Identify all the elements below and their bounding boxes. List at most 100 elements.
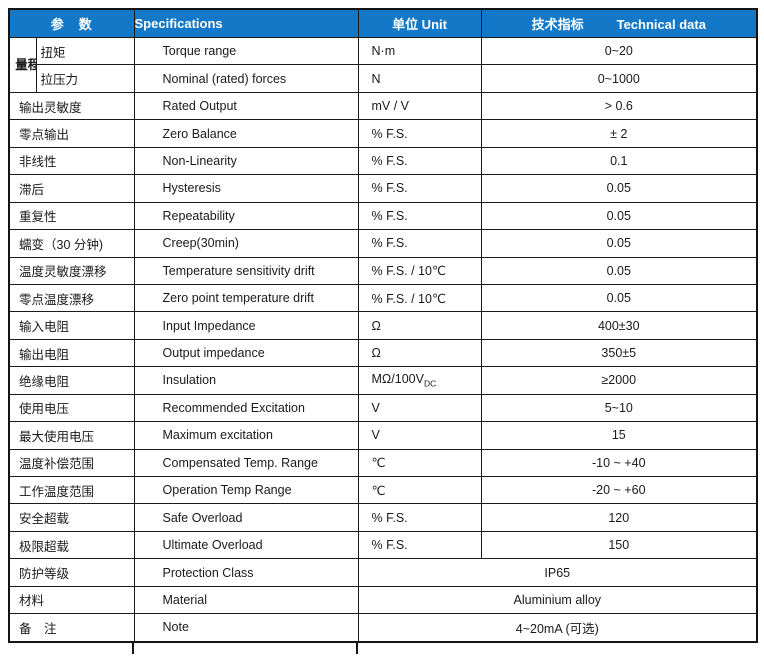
specification-cell: Temperature sensitivity drift <box>133 256 359 285</box>
parameter-cell: 非线性 <box>8 146 135 176</box>
specification-cell: Hysteresis <box>133 174 359 203</box>
table-row: 滞后 Hysteresis % F.S. 0.05 <box>8 174 758 203</box>
parameter-cell: 蠕变（30 分钟) <box>8 229 135 258</box>
unit-text: V <box>371 428 380 443</box>
column-border-stub <box>132 642 134 654</box>
table-row: 绝缘电阻 Insulation MΩ/100VDC ≥2000 <box>8 366 758 395</box>
unit-cell: ℃ <box>357 448 482 478</box>
technical-data-cell: ± 2 <box>480 119 758 148</box>
table-row: 蠕变（30 分钟) Creep(30min) % F.S. 0.05 <box>8 229 758 258</box>
unit-cell: MΩ/100VDC <box>357 366 482 395</box>
parameter-cell: 使用电压 <box>8 393 135 423</box>
parameter-cell: 工作温度范围 <box>8 475 135 505</box>
unit-cell: N <box>357 64 482 93</box>
parameter-cell: 拉压力 <box>35 64 135 93</box>
table-row: 重复性 Repeatability % F.S. 0.05 <box>8 201 758 231</box>
technical-data-cell: 0~20 <box>480 36 758 66</box>
specification-cell: Torque range <box>133 36 359 66</box>
specification-cell: Creep(30min) <box>133 229 359 258</box>
table-row: 极限超载 Ultimate Overload % F.S. 150 <box>8 530 758 560</box>
unit-cell: % F.S. <box>357 174 482 203</box>
table-row: 温度补偿范围 Compensated Temp. Range ℃ -10 ~ +40 <box>8 448 758 478</box>
specification-cell: Compensated Temp. Range <box>133 448 359 478</box>
specification-cell: Input Impedance <box>133 311 359 340</box>
technical-data-cell: 0.05 <box>480 174 758 203</box>
header-technical-data-en: Technical data <box>616 17 706 32</box>
parameter-cell: 零点输出 <box>8 119 135 148</box>
parameter-cell: 防护等级 <box>8 558 135 587</box>
technical-data-cell: 350±5 <box>480 338 758 368</box>
technical-data-cell: 0.05 <box>480 201 758 231</box>
table-row: 输出灵敏度 Rated Output mV / V > 0.6 <box>8 91 758 121</box>
parameter-cell: 输出灵敏度 <box>8 91 135 121</box>
technical-data-cell: 15 <box>480 421 758 450</box>
parameter-cell: 安全超载 <box>8 503 135 532</box>
unit-cell: V <box>357 393 482 423</box>
technical-data-cell: 0~1000 <box>480 64 758 93</box>
column-border-stub <box>356 642 358 654</box>
unit-cell: N·m <box>357 36 482 66</box>
unit-cell: % F.S. <box>357 119 482 148</box>
unit-cell: % F.S. <box>357 530 482 560</box>
unit-text: % F.S. <box>371 126 408 141</box>
parameter-cell: 备 注 <box>8 613 135 643</box>
merged-value-cell: Aluminium alloy <box>357 585 758 615</box>
unit-text: ℃ <box>371 483 386 498</box>
technical-data-cell: 0.05 <box>480 229 758 258</box>
unit-cell: Ω <box>357 338 482 368</box>
unit-text: N <box>371 71 381 86</box>
specification-cell: Output impedance <box>133 338 359 368</box>
specification-cell: Non-Linearity <box>133 146 359 176</box>
parameter-cell: 零点温度漂移 <box>8 283 135 313</box>
parameter-cell: 最大使用电压 <box>8 421 135 450</box>
unit-text: % F.S. / 10℃ <box>371 264 446 279</box>
unit-subscript: DC <box>423 378 437 389</box>
unit-text: ℃ <box>371 456 386 471</box>
specifications-table: 参 数 Specifications 单位 Unit 技术指标 Technical… <box>8 8 759 643</box>
technical-data-cell: 0.1 <box>480 146 758 176</box>
specification-cell: Nominal (rated) forces <box>133 64 359 93</box>
unit-cell: % F.S. <box>357 201 482 231</box>
parameter-cell: 温度灵敏度漂移 <box>8 256 135 285</box>
table-row: 材料 Material Aluminium alloy <box>8 585 758 615</box>
table-row: 温度灵敏度漂移 Temperature sensitivity drift % F.… <box>8 256 758 285</box>
unit-text: N·m <box>371 44 396 59</box>
specification-cell: Material <box>133 585 359 615</box>
unit-cell: ℃ <box>357 475 482 505</box>
specification-cell: Protection Class <box>133 558 359 587</box>
table-row: 非线性 Non-Linearity % F.S. 0.1 <box>8 146 758 176</box>
technical-data-cell: 0.05 <box>480 283 758 313</box>
unit-cell: % F.S. <box>357 503 482 532</box>
specification-cell: Insulation <box>133 366 359 395</box>
table-row: 使用电压 Recommended Excitation V 5~10 <box>8 393 758 423</box>
technical-data-cell: 150 <box>480 530 758 560</box>
specification-cell: Note <box>133 613 359 643</box>
technical-data-cell: 5~10 <box>480 393 758 423</box>
parameter-cell: 滞后 <box>8 174 135 203</box>
unit-text: Ω <box>371 346 381 361</box>
header-specifications: Specifications <box>133 8 359 38</box>
table-row: 输出电阻 Output impedance Ω 350±5 <box>8 338 758 368</box>
unit-text: % F.S. <box>371 538 408 553</box>
technical-data-cell: 0.05 <box>480 256 758 285</box>
header-technical-data-zh: 技术指标 <box>531 17 584 32</box>
parameter-cell: 温度补偿范围 <box>8 448 135 478</box>
unit-cell: % F.S. / 10℃ <box>357 256 482 285</box>
unit-text: % F.S. <box>371 236 408 251</box>
table-row: 零点输出 Zero Balance % F.S. ± 2 <box>8 119 758 148</box>
unit-text: % F.S. <box>371 510 408 525</box>
unit-text: Ω <box>371 318 381 333</box>
parameter-cell: 重复性 <box>8 201 135 231</box>
spec-table-container: 参 数 Specifications 单位 Unit 技术指标 Technical… <box>8 8 759 643</box>
parameter-cell: 扭矩 <box>35 36 135 66</box>
technical-data-cell: -20 ~ +60 <box>480 475 758 505</box>
parameter-cell: 极限超载 <box>8 530 135 560</box>
header-unit: 单位 Unit <box>357 8 482 38</box>
parameter-cell: 输出电阻 <box>8 338 135 368</box>
specification-cell: Maximum excitation <box>133 421 359 450</box>
specification-cell: Rated Output <box>133 91 359 121</box>
unit-cell: V <box>357 421 482 450</box>
range-group-cell: 量程 <box>8 37 37 93</box>
table-row: 安全超载 Safe Overload % F.S. 120 <box>8 503 758 532</box>
